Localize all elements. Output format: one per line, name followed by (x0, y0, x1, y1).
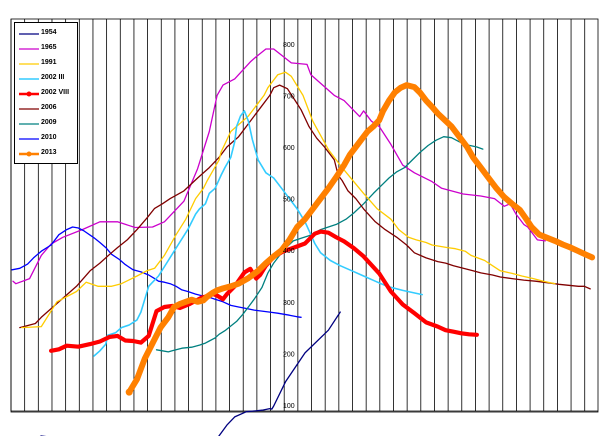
legend-label: 2002 VIII (41, 89, 70, 96)
legend-swatch (19, 48, 39, 50)
series-line-2006 (19, 84, 591, 329)
y-tick-label: 200 (283, 351, 295, 358)
series-line-1954 (218, 311, 341, 436)
legend-item: 2009 (15, 117, 77, 131)
legend-item: 2002 III (15, 72, 77, 86)
legend-item: 1954 (15, 27, 77, 41)
y-tick-label: 600 (283, 145, 295, 152)
series-line-2002-iii (93, 110, 424, 357)
legend-item: 1965 (15, 42, 77, 56)
legend-label: 2010 (41, 134, 57, 141)
vertical-gridlines (10, 19, 586, 411)
series-line-2010 (11, 226, 302, 318)
legend-label: 2013 (41, 149, 57, 156)
series-line-2002-viii (48, 229, 479, 353)
y-tick-label: 700 (283, 93, 295, 100)
legend-label: 2009 (41, 119, 57, 126)
series-layer (11, 48, 596, 436)
legend-label: 2002 III (41, 74, 65, 81)
y-tick-labels: 100 200 300 400 500 600 700 800 (283, 42, 295, 410)
legend-item: 1991 (15, 57, 77, 71)
legend-swatch (19, 123, 39, 125)
y-tick-label: 300 (283, 300, 295, 307)
legend-label: 2006 (41, 104, 57, 111)
legend-label: 1965 (41, 44, 57, 51)
y-tick-label: 400 (283, 248, 295, 255)
y-tick-label: 800 (283, 42, 295, 49)
legend-item: 2002 VIII (15, 87, 77, 101)
series-line-1991 (21, 71, 556, 329)
legend-swatch (19, 108, 39, 110)
legend: 1954 1965 1991 2002 III 2002 VIII 2006 2009 201… (14, 22, 78, 164)
legend-item: 2013 (15, 147, 77, 161)
legend-label: 1954 (41, 29, 57, 36)
legend-swatch (19, 63, 39, 65)
y-tick-label: 500 (283, 197, 295, 204)
legend-swatch (19, 33, 39, 35)
legend-swatch (19, 138, 39, 140)
legend-swatch (19, 91, 39, 97)
legend-item: 2010 (15, 132, 77, 146)
legend-label: 1991 (41, 59, 57, 66)
legend-swatch (19, 151, 39, 157)
y-tick-label: 100 (283, 403, 295, 410)
series-line-2009 (155, 136, 484, 353)
legend-item: 2006 (15, 102, 77, 116)
legend-swatch (19, 78, 39, 80)
series-line-1965 (12, 48, 546, 285)
series-line-2013 (126, 82, 596, 396)
series-point (125, 388, 133, 396)
plot-area-border (10, 18, 599, 413)
